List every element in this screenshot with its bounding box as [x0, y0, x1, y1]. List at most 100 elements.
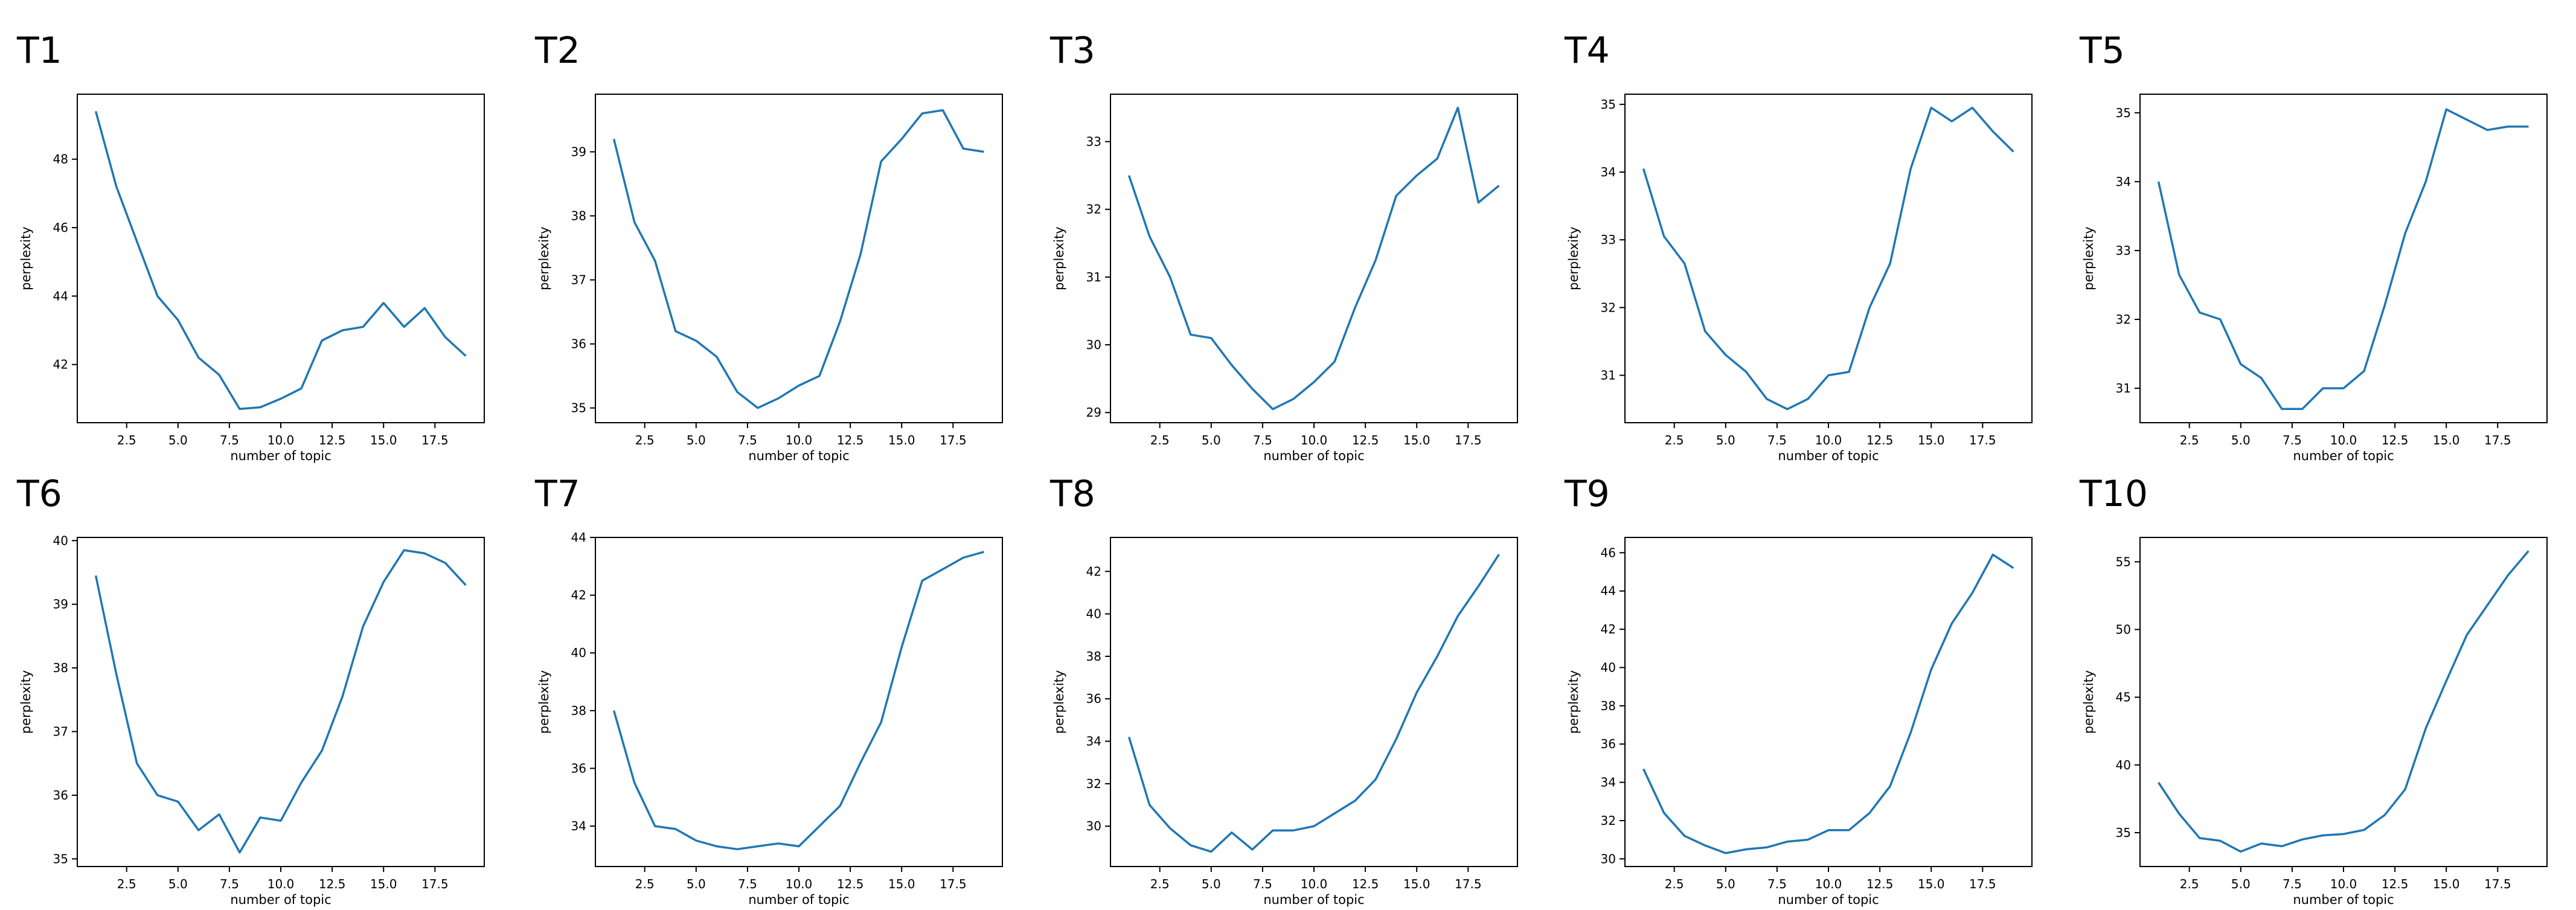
chart-title: T10 — [2079, 473, 2148, 515]
x-tick-label: 10.0 — [2330, 433, 2357, 447]
x-tick-label: 2.5 — [635, 877, 655, 891]
axes-frame — [1110, 537, 1518, 867]
y-tick-label: 33 — [1601, 232, 1616, 247]
axes-frame — [595, 537, 1003, 867]
x-tick-label: 5.0 — [1202, 433, 1221, 447]
x-tick-label: 17.5 — [421, 877, 449, 891]
y-tick-label: 32 — [1086, 777, 1101, 791]
x-tick-label: 10.0 — [1301, 433, 1328, 447]
x-tick-label: 15.0 — [1918, 877, 1945, 891]
x-tick-label: 10.0 — [1301, 877, 1328, 891]
x-tick-label: 2.5 — [1150, 877, 1170, 891]
chart-panel-9: T9 2.5 5.0 7.5 10.0 12.5 15.0 17.5 30 32 34 36 38 40 4… — [1564, 473, 2033, 907]
axes-frame — [2139, 537, 2548, 867]
y-tick-label: 34 — [1601, 165, 1616, 179]
y-tick-label: 38 — [571, 703, 586, 718]
y-tick-label: 35 — [2116, 825, 2131, 840]
axes-frame — [77, 94, 485, 423]
x-axis-label: number of topic — [2293, 892, 2394, 907]
y-tick-label: 31 — [1601, 368, 1616, 382]
series-line — [1642, 106, 2014, 411]
x-tick-label: 2.5 — [117, 433, 136, 447]
y-tick-label: 37 — [571, 273, 586, 287]
chart-title: T7 — [534, 473, 580, 515]
x-tick-label: 5.0 — [1716, 433, 1735, 447]
x-tick-label: 2.5 — [2180, 877, 2199, 891]
y-axis-label: perplexity — [1566, 670, 1581, 734]
chart-title: T2 — [534, 30, 580, 72]
y-tick-label: 40 — [2116, 758, 2131, 772]
y-tick-label: 34 — [571, 819, 586, 833]
y-tick-label: 30 — [1086, 338, 1101, 352]
chart-panel-1: T1 2.5 5.0 7.5 10.0 12.5 15.0 17.5 42 44 46 48 numbe… — [16, 30, 485, 463]
x-tick-label: 12.5 — [2382, 877, 2409, 891]
y-tick-label: 40 — [53, 533, 68, 548]
x-tick-label: 15.0 — [888, 877, 915, 891]
y-tick-label: 32 — [2116, 312, 2131, 327]
x-tick-label: 7.5 — [1767, 433, 1787, 447]
x-tick-label: 5.0 — [2231, 433, 2251, 447]
y-tick-label: 34 — [2116, 175, 2131, 189]
y-tick-label: 46 — [1601, 545, 1616, 560]
x-axis-label: number of topic — [230, 892, 331, 907]
axes-frame — [595, 94, 1003, 423]
y-tick-label: 42 — [53, 357, 68, 372]
y-tick-label: 36 — [1601, 737, 1616, 751]
axes-frame — [2139, 94, 2548, 423]
y-tick-label: 35 — [1601, 97, 1616, 112]
x-tick-label: 7.5 — [1253, 433, 1272, 447]
x-tick-label: 17.5 — [1455, 433, 1482, 447]
y-axis-label: perplexity — [1566, 226, 1581, 290]
y-tick-label: 42 — [571, 588, 586, 603]
y-tick-label: 37 — [53, 725, 68, 739]
chart-panel-6: T6 2.5 5.0 7.5 10.0 12.5 15.0 17.5 35 36 37 38 39 40 n… — [16, 473, 485, 907]
x-tick-label: 15.0 — [370, 877, 397, 891]
x-tick-label: 12.5 — [837, 433, 864, 447]
chart-title: T8 — [1049, 473, 1095, 515]
x-axis-label: number of topic — [1263, 449, 1364, 463]
y-tick-label: 44 — [53, 289, 68, 303]
y-tick-label: 50 — [2116, 623, 2131, 637]
x-tick-label: 7.5 — [220, 433, 239, 447]
y-tick-label: 40 — [1601, 660, 1616, 674]
y-tick-label: 34 — [1601, 775, 1616, 790]
axes-frame — [1624, 537, 2033, 867]
x-tick-label: 5.0 — [168, 877, 188, 891]
x-tick-label: 10.0 — [1815, 877, 1842, 891]
y-axis-label: perplexity — [19, 670, 33, 734]
y-tick-label: 36 — [53, 788, 68, 803]
series-line — [612, 551, 984, 851]
x-tick-label: 17.5 — [940, 877, 967, 891]
x-tick-label: 12.5 — [1866, 433, 1894, 447]
x-tick-label: 17.5 — [2484, 877, 2511, 891]
y-tick-label: 39 — [571, 144, 586, 159]
series-line — [94, 111, 467, 411]
y-tick-label: 36 — [1086, 691, 1101, 706]
x-tick-label: 5.0 — [2231, 877, 2251, 891]
y-axis-label: perplexity — [19, 226, 33, 290]
x-tick-label: 10.0 — [2330, 877, 2357, 891]
y-axis-label: perplexity — [537, 226, 551, 290]
x-tick-label: 17.5 — [421, 433, 449, 447]
chart-panel-8: T8 2.5 5.0 7.5 10.0 12.5 15.0 17.5 30 32 34 36 38 40 4… — [1049, 473, 1518, 907]
x-tick-label: 17.5 — [1969, 877, 1996, 891]
y-tick-label: 38 — [571, 208, 586, 223]
y-tick-label: 38 — [53, 661, 68, 675]
y-tick-label: 39 — [53, 597, 68, 612]
chart-panel-7: T7 2.5 5.0 7.5 10.0 12.5 15.0 17.5 34 36 38 40 42 44 n… — [534, 473, 1003, 907]
x-tick-label: 10.0 — [268, 433, 295, 447]
x-tick-label: 10.0 — [786, 877, 813, 891]
x-tick-label: 12.5 — [837, 877, 864, 891]
x-axis-label: number of topic — [1263, 892, 1364, 907]
x-tick-label: 5.0 — [687, 877, 706, 891]
series-line — [94, 549, 467, 854]
x-tick-label: 15.0 — [2433, 433, 2460, 447]
x-axis-label: number of topic — [2293, 449, 2394, 463]
x-tick-label: 7.5 — [1253, 877, 1272, 891]
y-tick-label: 36 — [571, 337, 586, 351]
x-tick-label: 7.5 — [738, 433, 757, 447]
series-line — [1127, 106, 1500, 411]
y-tick-label: 33 — [2116, 243, 2131, 258]
y-tick-label: 40 — [571, 646, 586, 660]
